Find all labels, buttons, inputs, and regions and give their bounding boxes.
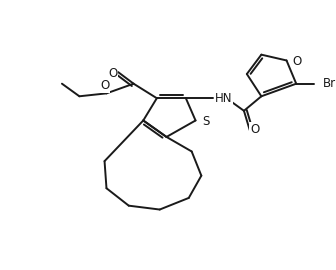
Text: O: O <box>250 123 259 136</box>
Text: Br: Br <box>323 77 336 90</box>
Text: O: O <box>109 66 118 80</box>
Text: HN: HN <box>215 92 233 105</box>
Text: O: O <box>292 55 302 68</box>
Text: O: O <box>100 79 109 92</box>
Text: S: S <box>202 115 210 128</box>
